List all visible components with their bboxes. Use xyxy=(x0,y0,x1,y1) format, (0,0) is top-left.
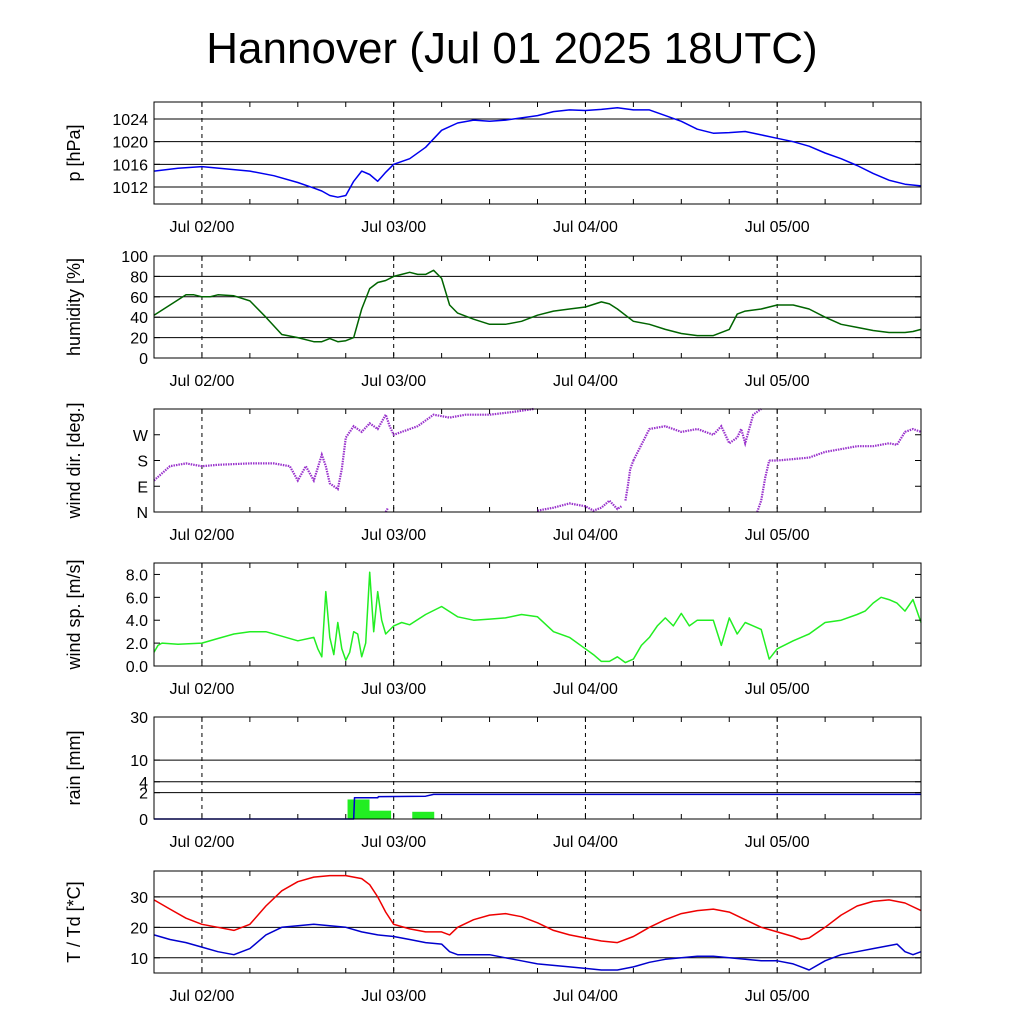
x-tick-label: Jul 02/00 xyxy=(169,988,234,1005)
plot-frame xyxy=(153,101,922,205)
y-tick-label: 6.0 xyxy=(126,590,148,607)
wind-speed-series-line xyxy=(153,571,922,664)
x-tick-label: Jul 05/00 xyxy=(745,527,810,544)
y-tick-label: 1016 xyxy=(112,157,148,174)
y-tick-label: 0.0 xyxy=(126,659,148,676)
x-tick-label: Jul 02/00 xyxy=(169,681,234,698)
x-tick-label: Jul 04/00 xyxy=(553,988,618,1005)
plot-frame xyxy=(153,562,922,667)
y-tick-label: 100 xyxy=(121,249,148,266)
y-tick-label: 2 xyxy=(139,786,148,803)
humidity-series-line xyxy=(153,269,922,343)
wind-direction-trace xyxy=(624,460,635,501)
y-tick-label: S xyxy=(137,454,148,471)
pressure-panel: Jul 02/00 Jul 03/00 Jul 04/00 Jul 05/00 1012… xyxy=(64,101,922,236)
x-tick-label: Jul 05/00 xyxy=(745,681,810,698)
y-tick-label: N xyxy=(136,505,148,522)
rain-series-line xyxy=(154,793,921,820)
wind-speed-panel: Jul 02/00 Jul 03/00 Jul 04/00 Jul 05/00 0.0 2… xyxy=(64,559,922,698)
y-tick-label: 1020 xyxy=(112,135,148,152)
x-tick-label: Jul 04/00 xyxy=(553,527,618,544)
x-tick-label: Jul 02/00 xyxy=(169,527,234,544)
x-tick-label: Jul 04/00 xyxy=(553,373,618,390)
x-tick-label: Jul 05/00 xyxy=(745,219,810,236)
y-tick-label: 1012 xyxy=(112,180,148,197)
plot-frame xyxy=(153,408,922,513)
x-tick-label: Jul 03/00 xyxy=(361,988,426,1005)
y-tick-label: E xyxy=(137,479,148,496)
y-tick-label: 10 xyxy=(130,753,148,770)
plot-frame xyxy=(153,716,922,820)
y-tick-label: W xyxy=(133,428,149,445)
y-tick-label: 20 xyxy=(130,331,148,348)
x-tick-label: Jul 04/00 xyxy=(553,681,618,698)
wind-direction-trace xyxy=(537,499,623,512)
y-axis-label: p [hPa] xyxy=(64,124,84,181)
t-series-line xyxy=(153,874,922,944)
y-tick-label: 30 xyxy=(130,890,148,907)
x-tick-label: Jul 05/00 xyxy=(745,834,810,851)
chart-title: Hannover (Jul 01 2025 18UTC) xyxy=(206,24,818,73)
x-tick-label: Jul 02/00 xyxy=(169,373,234,390)
plot-frame xyxy=(153,870,922,974)
y-axis-label: rain [mm] xyxy=(64,730,84,805)
y-tick-label: 20 xyxy=(130,920,148,937)
y-tick-label: 4.0 xyxy=(126,613,148,630)
y-tick-label: 60 xyxy=(130,290,148,307)
x-tick-label: Jul 05/00 xyxy=(745,988,810,1005)
y-axis-label: wind dir. [deg.] xyxy=(64,402,84,519)
y-tick-label: 4 xyxy=(139,775,148,792)
wind-direction-trace xyxy=(153,407,534,491)
y-tick-label: 10 xyxy=(130,951,148,968)
y-tick-label: 40 xyxy=(130,310,148,327)
x-tick-label: Jul 03/00 xyxy=(361,834,426,851)
wind-direction-panel: Jul 02/00 Jul 03/00 Jul 04/00 Jul 05/00 NESW… xyxy=(64,402,922,544)
y-tick-label: 0 xyxy=(139,812,148,829)
y-tick-label: 80 xyxy=(130,269,148,286)
x-tick-label: Jul 02/00 xyxy=(169,834,234,851)
pressure-series-line xyxy=(153,106,922,198)
wind-direction-trace xyxy=(769,427,922,462)
x-tick-label: Jul 05/00 xyxy=(745,373,810,390)
wind-direction-trace xyxy=(384,507,390,513)
x-tick-label: Jul 02/00 xyxy=(169,219,234,236)
temperature-panel: Jul 02/00 Jul 03/00 Jul 04/00 Jul 05/00 10 20… xyxy=(64,870,922,1005)
y-tick-label: 0 xyxy=(139,351,148,368)
y-tick-label: 2.0 xyxy=(126,636,148,653)
y-axis-label: T / Td [*C] xyxy=(64,881,84,962)
y-tick-label: 8.0 xyxy=(126,567,148,584)
y-tick-label: 30 xyxy=(130,710,148,727)
y-axis-label: humidity [%] xyxy=(64,258,84,356)
rain-bar xyxy=(347,799,370,819)
plot-frame xyxy=(153,255,922,359)
rain-bar xyxy=(412,811,435,819)
wind-direction-trace xyxy=(632,408,762,461)
rain-bar xyxy=(369,810,392,819)
x-tick-label: Jul 04/00 xyxy=(553,834,618,851)
wind-direction-trace xyxy=(756,460,771,513)
x-tick-label: Jul 03/00 xyxy=(361,219,426,236)
rain-panel: Jul 02/00 Jul 03/00 Jul 04/00 Jul 05/00 0 24 1… xyxy=(64,710,922,851)
x-tick-label: Jul 03/00 xyxy=(361,373,426,390)
td-series-line xyxy=(153,923,922,971)
x-tick-label: Jul 03/00 xyxy=(361,527,426,544)
humidity-panel: Jul 02/00 Jul 03/00 Jul 04/00 Jul 05/00 0 20 4… xyxy=(64,249,922,390)
x-tick-label: Jul 04/00 xyxy=(553,219,618,236)
x-tick-label: Jul 03/00 xyxy=(361,681,426,698)
y-axis-label: wind sp. [m/s] xyxy=(64,559,84,670)
y-tick-label: 1024 xyxy=(112,112,148,129)
